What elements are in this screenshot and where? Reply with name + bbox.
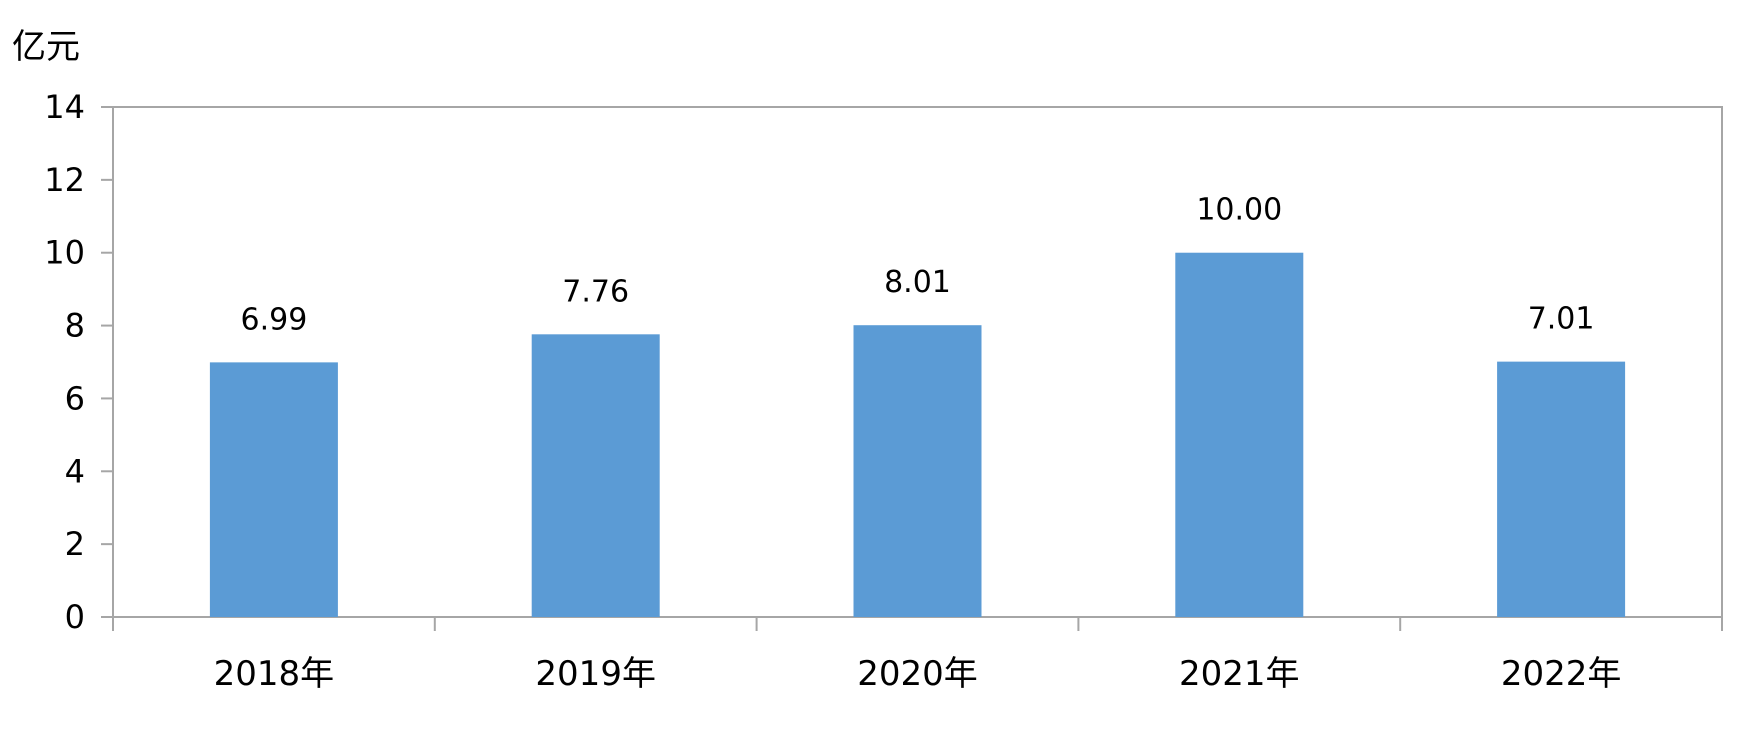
data-label: 7.01 — [1528, 302, 1595, 337]
y-tick-label: 4 — [65, 452, 85, 490]
plot-area: 0 2 4 6 8 10 12 14 6.99 2018年 7.76 2019年 8.01 2020年 10… — [44, 88, 1723, 694]
data-label: 8.01 — [884, 265, 951, 300]
y-tick-label: 6 — [65, 379, 85, 417]
y-tick-label: 2 — [65, 525, 85, 563]
x-category-label: 2020年 — [857, 654, 978, 694]
bar — [1497, 361, 1626, 617]
x-category-label: 2021年 — [1179, 654, 1300, 694]
y-tick-label: 0 — [65, 598, 85, 636]
x-category-label: 2019年 — [535, 654, 656, 694]
bar — [209, 362, 338, 617]
x-category-label: 2018年 — [214, 654, 335, 694]
data-label: 6.99 — [241, 302, 308, 337]
y-tick-label: 12 — [44, 161, 85, 199]
y-tick-label: 14 — [44, 88, 85, 126]
bar — [853, 325, 982, 617]
data-label: 7.76 — [562, 274, 629, 309]
bar — [531, 334, 660, 617]
y-tick-label: 10 — [44, 234, 85, 272]
bar — [1175, 252, 1304, 617]
y-axis-unit-label: 亿元 — [12, 27, 80, 67]
y-tick-label: 8 — [65, 307, 85, 345]
data-label: 10.00 — [1196, 193, 1282, 228]
x-category-label: 2022年 — [1501, 654, 1622, 694]
